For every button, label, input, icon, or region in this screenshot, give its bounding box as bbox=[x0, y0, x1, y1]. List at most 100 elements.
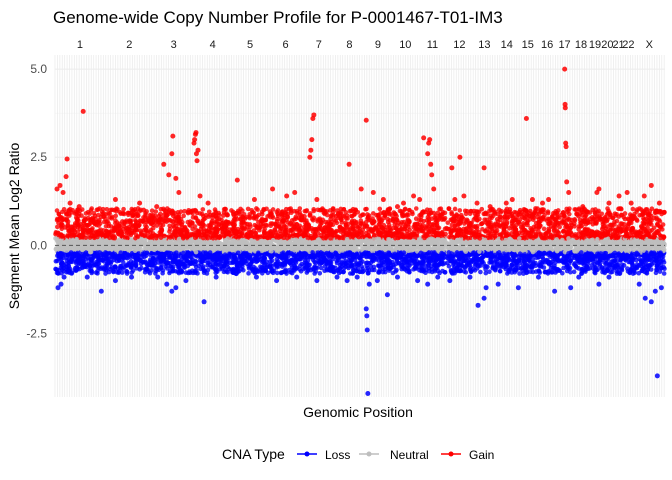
neutral-point bbox=[126, 247, 131, 253]
loss-point bbox=[223, 258, 229, 264]
gain-point bbox=[321, 235, 326, 241]
loss-point bbox=[143, 253, 149, 259]
gain-point bbox=[354, 219, 359, 225]
gain-point bbox=[364, 223, 369, 229]
loss-point bbox=[64, 269, 69, 275]
neutral-point bbox=[148, 239, 153, 245]
loss-point bbox=[339, 252, 345, 258]
neutral-point bbox=[53, 246, 59, 252]
loss-point bbox=[124, 269, 130, 275]
loss-point bbox=[227, 251, 232, 257]
loss-point bbox=[122, 251, 128, 256]
neutral-point bbox=[55, 237, 60, 242]
gain-point bbox=[318, 222, 323, 227]
loss-point bbox=[207, 250, 213, 255]
loss-point bbox=[312, 271, 317, 276]
gain-point bbox=[262, 217, 267, 223]
neutral-point bbox=[262, 247, 267, 252]
gain-point bbox=[335, 208, 340, 213]
neutral-point bbox=[209, 240, 214, 246]
gain-point bbox=[180, 235, 186, 241]
gain-point bbox=[327, 208, 333, 213]
loss-point bbox=[230, 260, 236, 266]
gain-point bbox=[87, 228, 93, 234]
gain-point bbox=[79, 213, 84, 218]
gain-point bbox=[133, 235, 138, 241]
gain-point bbox=[279, 212, 285, 217]
gain-point bbox=[376, 221, 382, 227]
loss-point bbox=[310, 250, 315, 255]
gain-point bbox=[77, 208, 83, 214]
gain-point bbox=[206, 209, 212, 215]
loss-point bbox=[198, 266, 203, 272]
loss-point bbox=[200, 250, 206, 255]
gain-point bbox=[371, 232, 377, 238]
gain-point bbox=[291, 208, 297, 214]
neutral-point bbox=[95, 244, 101, 249]
gain-point bbox=[287, 227, 293, 233]
loss-point bbox=[95, 271, 100, 276]
gain-point bbox=[110, 235, 116, 241]
gain-point bbox=[370, 211, 376, 216]
loss-point bbox=[353, 265, 358, 270]
gain-point bbox=[364, 206, 369, 212]
gain-point bbox=[122, 219, 127, 225]
loss-point bbox=[151, 258, 157, 264]
gain-point bbox=[109, 214, 115, 220]
gain-point bbox=[370, 220, 376, 226]
gain-point bbox=[149, 208, 155, 214]
gain-point bbox=[135, 213, 141, 219]
loss-point bbox=[377, 250, 383, 255]
gain-point bbox=[293, 232, 299, 238]
gain-point bbox=[210, 215, 215, 221]
gain-point bbox=[193, 215, 199, 221]
neutral-point bbox=[193, 249, 199, 255]
loss-point bbox=[286, 267, 292, 273]
gain-point bbox=[339, 235, 345, 241]
gain-point bbox=[117, 221, 123, 227]
loss-point bbox=[92, 262, 97, 268]
gain-point bbox=[83, 235, 89, 240]
loss-point bbox=[269, 268, 274, 274]
neutral-point bbox=[95, 240, 100, 245]
loss-point bbox=[225, 269, 231, 275]
gain-point bbox=[200, 207, 206, 212]
loss-point bbox=[315, 258, 321, 264]
loss-point bbox=[376, 263, 382, 268]
neutral-point bbox=[79, 247, 85, 253]
loss-point bbox=[366, 261, 372, 266]
loss-point bbox=[354, 251, 360, 257]
loss-point bbox=[170, 269, 175, 274]
loss-point bbox=[122, 264, 127, 270]
loss-point bbox=[143, 267, 148, 272]
gain-point bbox=[270, 231, 276, 236]
gain-point bbox=[377, 230, 382, 235]
gain-point bbox=[188, 209, 194, 215]
loss-point bbox=[77, 254, 82, 260]
gain-point bbox=[197, 221, 203, 227]
gain-point bbox=[87, 235, 93, 240]
loss-point bbox=[328, 265, 333, 271]
gain-point bbox=[217, 216, 222, 222]
gain-point bbox=[128, 222, 134, 227]
gain-point bbox=[302, 208, 308, 214]
gain-point bbox=[207, 224, 213, 229]
loss-point bbox=[56, 253, 62, 259]
gain-point bbox=[81, 218, 87, 223]
gain-point bbox=[216, 210, 221, 216]
loss-point bbox=[112, 264, 117, 270]
gain-point bbox=[64, 217, 69, 223]
gain-point bbox=[92, 221, 98, 227]
gain-point bbox=[241, 216, 246, 221]
gain-point bbox=[88, 207, 94, 213]
loss-point bbox=[235, 250, 241, 256]
gain-point bbox=[65, 222, 71, 227]
gain-point bbox=[242, 226, 247, 232]
gain-point bbox=[158, 231, 164, 236]
loss-point bbox=[55, 258, 60, 264]
gain-point bbox=[142, 232, 148, 238]
gain-point bbox=[315, 231, 321, 236]
loss-point bbox=[115, 255, 120, 261]
gain-point bbox=[286, 206, 292, 212]
